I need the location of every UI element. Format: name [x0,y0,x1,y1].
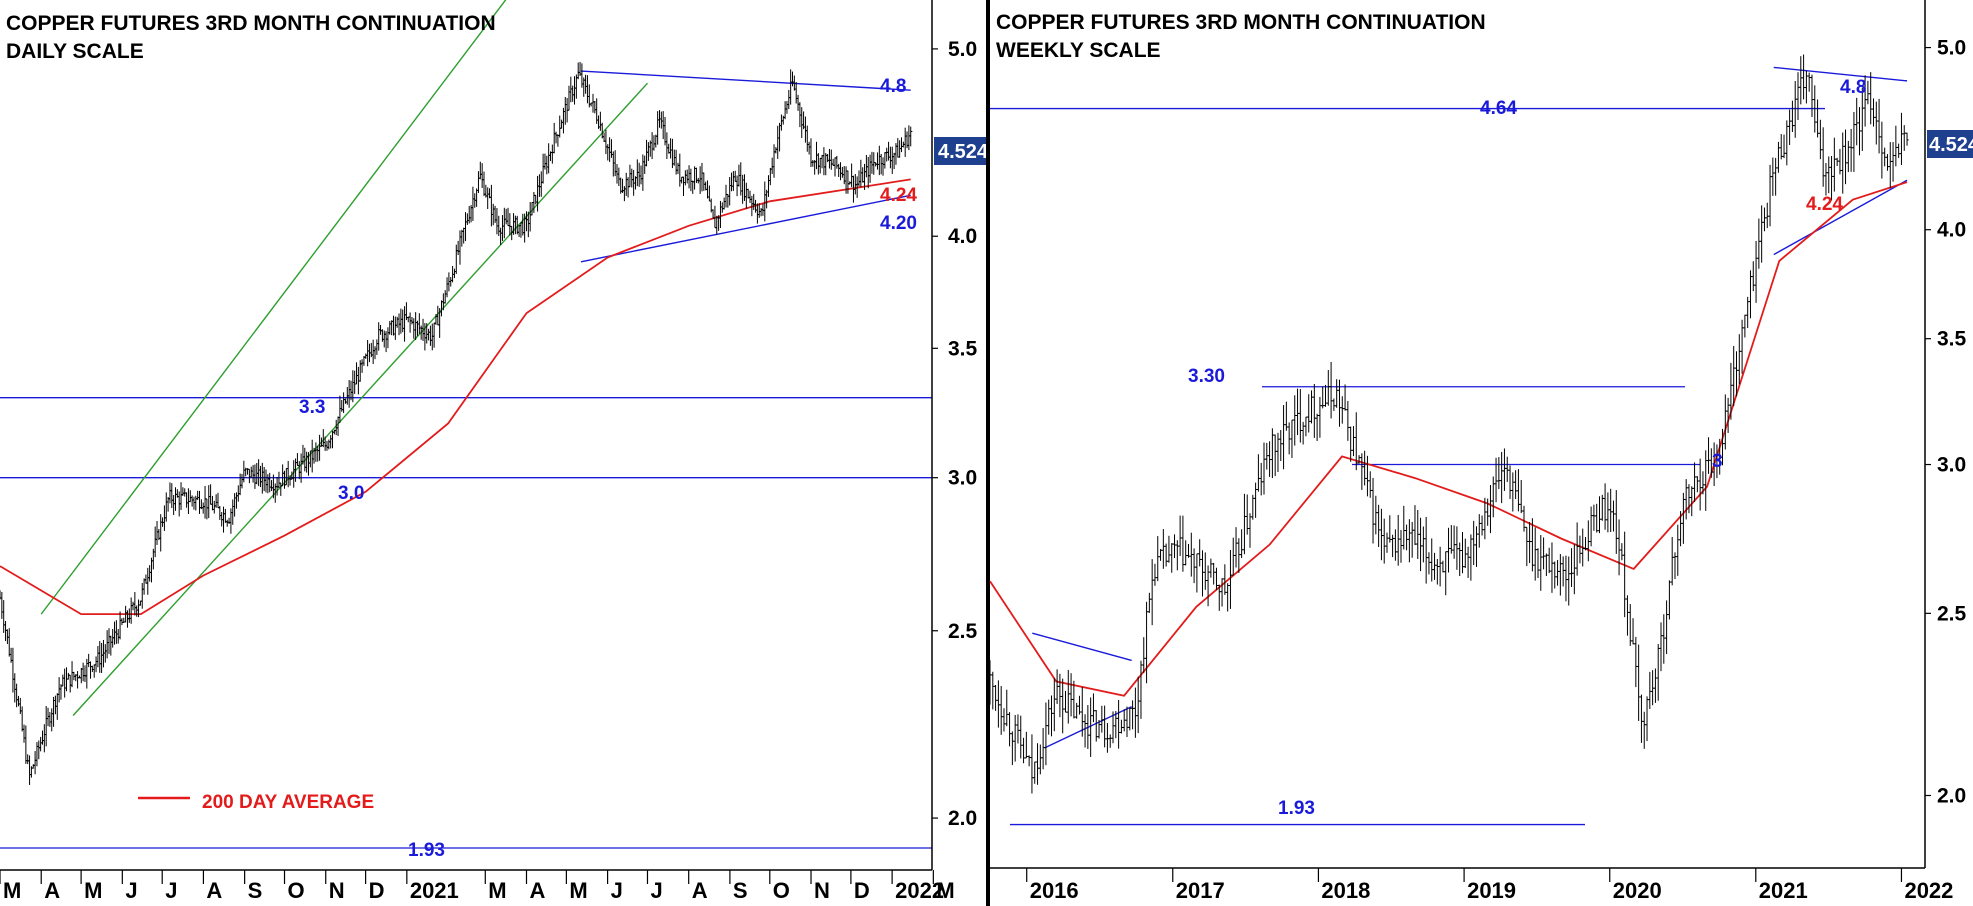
daily-chart-title: COPPER FUTURES 3RD MONTH CONTINUATION [6,12,496,35]
y-tick-label: 3.5 [948,337,978,360]
x-tick-label: 2022 [1904,878,1953,903]
x-tick-label: M [936,878,954,903]
x-tick-label: M [569,878,587,903]
y-tick-label: 5.0 [1937,37,1966,60]
x-tick-label: S [248,878,263,903]
y-tick-label: 4.0 [948,225,977,248]
channel-line [72,82,648,716]
panel-divider [986,0,990,906]
x-tick-label: J [611,878,623,903]
x-tick-label: 2022 [895,878,944,903]
x-tick-label: M [84,878,102,903]
weekly-chart-title: COPPER FUTURES 3RD MONTH CONTINUATION [996,11,1486,34]
trend-line [580,194,911,263]
average-legend-label: 200 DAY AVERAGE [202,792,374,813]
trend-line [1773,66,1908,82]
weekly-x-axis: 2016 2017 2018 2019 2020 2021 2022 [990,867,1953,906]
weekly-chart-subtitle: WEEKLY SCALE [996,39,1161,62]
daily-chart-panel: COPPER FUTURES 3RD MONTH CONTINUATION DA… [0,0,989,906]
y-tick-label: 2.5 [1937,602,1967,625]
x-tick-label: 2021 [1759,878,1808,903]
y-tick-label: 3.0 [1937,454,1966,477]
weekly-level-label-4-64: 4.64 [1480,98,1517,119]
trend-line [580,70,911,91]
price-bar [909,126,913,147]
daily-trend-label-4-20: 4.20 [880,213,917,234]
x-tick-label: O [288,878,305,903]
x-tick-label: J [125,878,137,903]
y-tick-label: 2.0 [948,807,977,830]
weekly-last-price-badge [1927,130,1973,158]
x-tick-label: A [44,878,60,903]
y-tick-label: 4.0 [1937,219,1966,242]
weekly-level-label-1-93: 1.93 [1278,798,1315,819]
weekly-level-label-3: 3 [1712,451,1723,472]
daily-average-label-4-24: 4.24 [880,185,917,206]
daily-level-label-3-0: 3.0 [338,483,364,504]
x-tick-label: D [854,878,870,903]
weekly-last-price: 4.524 [1929,134,1973,156]
y-tick-label: 2.0 [1937,784,1966,807]
x-tick-label: M [488,878,506,903]
x-tick-label: M [3,878,21,903]
x-tick-label: 2016 [1030,878,1079,903]
trend-line [1032,632,1132,662]
weekly-chart-panel: COPPER FUTURES 3RD MONTH CONTINUATION WE… [988,0,1973,906]
weekly-trend-label-4-8: 4.8 [1840,77,1866,98]
weekly-level-label-3-30: 3.30 [1188,366,1225,387]
weekly-average-label-4-24: 4.24 [1806,194,1843,215]
x-tick-label: N [814,878,830,903]
daily-level-label-1-93: 1.93 [408,840,445,861]
x-tick-label: J [165,878,177,903]
x-tick-label: O [773,878,790,903]
x-tick-label: 2018 [1321,878,1370,903]
average-line [989,181,1908,697]
daily-trend-label-4-8: 4.8 [880,76,906,97]
price-bar [1905,132,1909,146]
x-tick-label: 2021 [410,878,459,903]
x-tick-label: 2019 [1467,878,1516,903]
y-tick-label: 5.0 [948,38,977,61]
x-tick-label: 2020 [1613,878,1662,903]
daily-last-price-badge [934,137,986,165]
x-tick-label: J [650,878,662,903]
trend-line [1773,179,1908,256]
y-tick-label: 3.5 [1937,328,1967,351]
daily-level-label-3-3: 3.3 [299,397,325,418]
y-tick-label: 3.0 [948,467,977,490]
daily-last-price: 4.524 [938,141,989,163]
channel-line [40,0,507,615]
x-tick-label: N [329,878,345,903]
x-tick-label: A [529,878,545,903]
x-tick-label: D [369,878,385,903]
x-tick-label: 2017 [1176,878,1225,903]
x-tick-label: A [206,878,222,903]
daily-chart-subtitle: DAILY SCALE [6,40,144,63]
x-tick-label: A [692,878,708,903]
x-tick-label: S [733,878,748,903]
y-tick-label: 2.5 [948,620,978,643]
daily-y-axis: 2.0 2.5 3.0 3.5 4.0 5.0 [931,0,986,906]
